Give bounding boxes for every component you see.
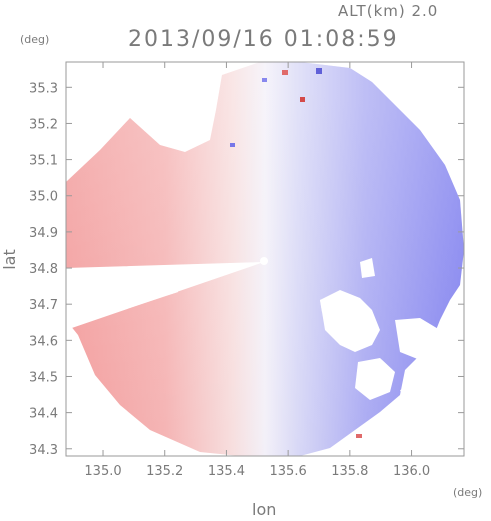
y-axis-unit: (deg): [20, 33, 50, 46]
x-tick-label: 135.2: [146, 464, 183, 479]
y-tick-label: 34.3: [29, 443, 58, 458]
x-axis-ticks: 135.0 135.2 135.4 135.6 135.8 136.0: [84, 62, 430, 479]
y-tick-label: 35.3: [29, 81, 58, 96]
y-tick-label: 34.4: [29, 407, 58, 422]
x-tick-label: 135.0: [84, 464, 121, 479]
timestamp-title: 2013/09/16 01:08:59: [128, 27, 399, 52]
y-axis-ticks: 35.3 35.2 35.1 35.0 34.9 34.8 34.7 34.6 34.5 34.4…: [29, 81, 464, 458]
x-tick-label: 135.6: [270, 464, 307, 479]
y-tick-label: 35.1: [29, 154, 58, 169]
y-tick-label: 34.7: [29, 298, 58, 313]
y-tick-label: 34.8: [29, 262, 58, 277]
radar-coverage: [66, 62, 464, 456]
radar-site-marker: [260, 257, 268, 265]
y-tick-label: 34.5: [29, 370, 58, 385]
no-echo-gaps: [320, 258, 440, 410]
y-tick-label: 34.9: [29, 226, 58, 241]
y-tick-label: 34.6: [29, 334, 58, 349]
plot-frame: [65, 61, 465, 457]
echo-speckles: [230, 68, 362, 438]
y-tick-label: 35.0: [29, 190, 58, 205]
x-axis-unit: (deg): [453, 486, 483, 499]
x-axis-label: lon: [252, 500, 277, 519]
x-tick-label: 135.8: [331, 464, 368, 479]
x-tick-label: 135.4: [208, 464, 245, 479]
y-tick-label: 35.2: [29, 117, 58, 132]
x-tick-label: 136.0: [393, 464, 430, 479]
altitude-label: ALT(km) 2.0: [338, 2, 439, 20]
